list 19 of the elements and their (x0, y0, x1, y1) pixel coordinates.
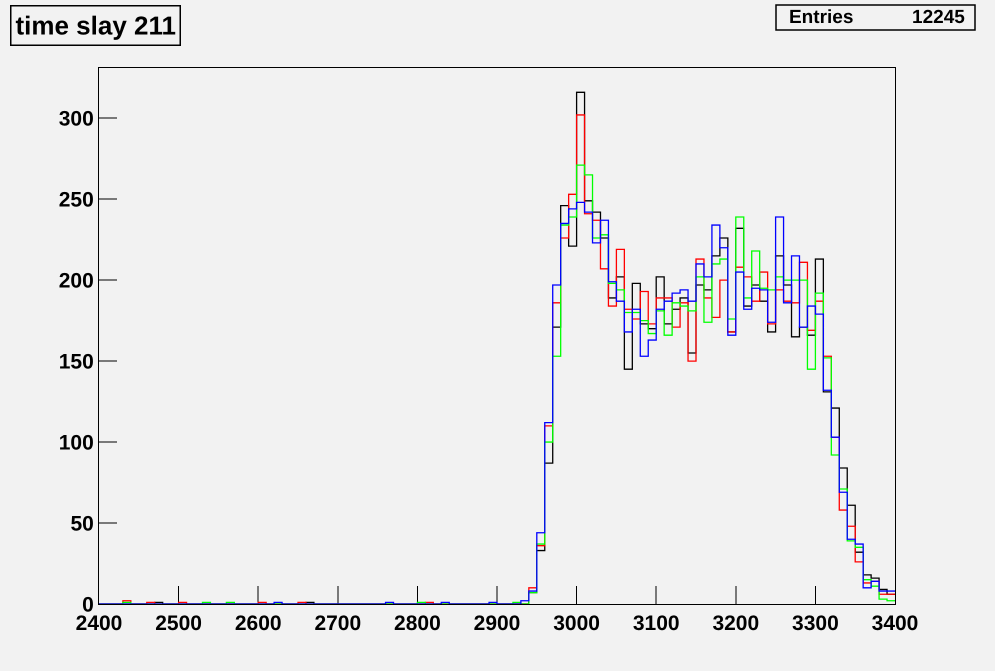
x-tick-label: 3400 (872, 612, 918, 636)
y-tick-label: 250 (58, 188, 94, 212)
y-tick-label: 150 (58, 350, 94, 374)
x-tick-label: 3100 (632, 612, 680, 636)
x-tick-label: 3300 (792, 612, 839, 636)
x-tick-label: 2800 (394, 612, 441, 636)
x-tick-label: 3200 (712, 612, 760, 636)
x-tick-label: 2900 (474, 612, 520, 636)
chart-title: time slay 211 (16, 10, 176, 40)
y-tick-label: 300 (58, 108, 94, 131)
y-tick-label: 200 (58, 269, 94, 292)
x-tick-label: 2700 (314, 612, 362, 636)
x-tick-label: 2600 (234, 612, 282, 636)
x-tick-label: 3000 (553, 612, 600, 636)
y-tick-label: 100 (58, 431, 94, 454)
x-tick-label: 2500 (155, 612, 202, 636)
y-tick-label: 50 (70, 512, 94, 536)
text: 12245 (912, 7, 966, 28)
text: Entries (789, 7, 854, 28)
